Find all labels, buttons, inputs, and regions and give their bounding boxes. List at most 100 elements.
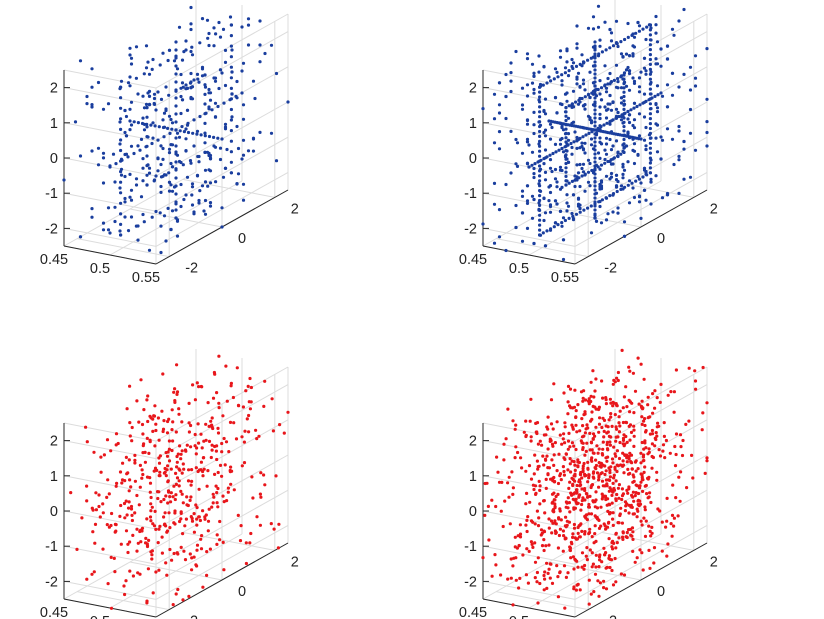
- data-point: [545, 586, 549, 590]
- data-point: [171, 603, 175, 607]
- data-point: [591, 432, 596, 436]
- data-point: [548, 562, 552, 566]
- data-point: [537, 208, 541, 212]
- data-point: [648, 53, 652, 57]
- data-point: [206, 184, 210, 188]
- data-point: [535, 580, 539, 584]
- data-point: [244, 389, 248, 393]
- data-point: [593, 213, 597, 217]
- data-point: [208, 91, 213, 95]
- data-point: [211, 426, 215, 431]
- data-point: [119, 180, 123, 184]
- data-point: [591, 15, 596, 19]
- data-point: [591, 92, 596, 96]
- data-point: [560, 185, 564, 189]
- data-point: [581, 61, 586, 65]
- data-point: [180, 492, 184, 496]
- data-point: [630, 461, 634, 465]
- data-point: [649, 500, 653, 505]
- data-point: [156, 156, 160, 160]
- data-point: [594, 191, 599, 195]
- data-point: [640, 440, 644, 445]
- data-point: [628, 369, 632, 373]
- data-point: [552, 510, 556, 514]
- data-point: [644, 72, 648, 76]
- grid-lines: [482, 349, 708, 618]
- data-point: [102, 453, 106, 457]
- data-point: [538, 90, 542, 94]
- data-point: [597, 526, 602, 530]
- data-point: [566, 468, 570, 472]
- data-point: [141, 432, 145, 436]
- data-point: [610, 424, 614, 428]
- data-point: [251, 149, 256, 153]
- data-point: [546, 447, 550, 451]
- data-point: [648, 33, 652, 37]
- data-point: [180, 471, 184, 475]
- data-point: [524, 573, 528, 577]
- data-point: [626, 160, 630, 164]
- data-point: [565, 99, 569, 103]
- data-point: [670, 27, 675, 31]
- data-point: [157, 568, 161, 572]
- data-point: [175, 476, 180, 480]
- data-point: [174, 128, 178, 132]
- data-point: [598, 464, 602, 468]
- data-point: [564, 118, 568, 123]
- data-point: [573, 174, 577, 178]
- data-point: [575, 146, 579, 150]
- data-point: [164, 494, 168, 498]
- data-point: [560, 124, 564, 129]
- data-point: [583, 88, 587, 92]
- data-point: [691, 476, 695, 480]
- data-point: [139, 540, 143, 544]
- data-point: [187, 468, 191, 472]
- data-point: [603, 464, 607, 468]
- y-gridline: [129, 561, 223, 581]
- data-point: [693, 369, 697, 373]
- data-point: [553, 177, 558, 181]
- data-point: [138, 485, 142, 489]
- data-point: [180, 58, 185, 62]
- data-point: [591, 437, 595, 441]
- data-point: [547, 199, 551, 203]
- data-point: [586, 206, 590, 210]
- data-point: [614, 498, 618, 503]
- data-point: [177, 25, 182, 29]
- data-points: [69, 354, 290, 610]
- data-point: [224, 440, 229, 444]
- data-point: [499, 509, 503, 513]
- data-point: [602, 123, 606, 127]
- data-point: [195, 72, 200, 76]
- data-point: [124, 455, 128, 459]
- data-point: [538, 189, 543, 193]
- data-point: [625, 460, 629, 464]
- data-point: [162, 523, 167, 527]
- data-point: [202, 209, 206, 213]
- data-point: [621, 149, 625, 153]
- data-point: [557, 148, 561, 152]
- data-point: [631, 549, 635, 553]
- data-point: [189, 80, 193, 84]
- data-point: [153, 404, 157, 408]
- data-point: [542, 162, 546, 166]
- data-point: [225, 499, 229, 503]
- data-point: [229, 118, 233, 122]
- data-point: [553, 96, 558, 100]
- data-point: [167, 459, 172, 463]
- data-point: [665, 496, 669, 500]
- data-point: [680, 453, 685, 458]
- data-point: [624, 385, 628, 389]
- data-point: [548, 439, 552, 443]
- data-point: [246, 17, 251, 21]
- data-point: [258, 60, 262, 64]
- data-point: [169, 227, 173, 232]
- data-point: [211, 492, 215, 496]
- data-point: [601, 447, 605, 451]
- data-point: [229, 381, 233, 385]
- data-point: [177, 407, 181, 411]
- data-point: [152, 96, 157, 101]
- data-point: [614, 425, 618, 429]
- data-point: [623, 37, 627, 42]
- data-point: [515, 141, 520, 145]
